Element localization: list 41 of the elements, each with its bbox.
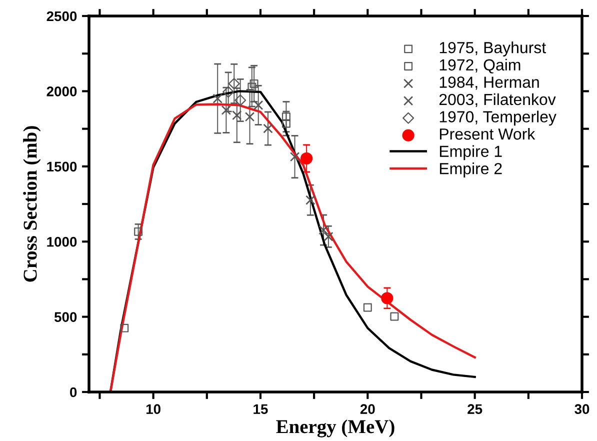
point (381, 292, 394, 304)
legend-label: Empire 2 (440, 162, 502, 178)
y-tick-label: 500 (54, 312, 77, 322)
x-tick-label: 25 (468, 404, 482, 414)
y-axis-title: Cross Section (mb) (23, 126, 41, 282)
x-tick-label: 30 (574, 404, 590, 414)
x-tick-label: 10 (146, 404, 160, 414)
y-tick-label: 1500 (47, 162, 77, 172)
legend-label: 1984, Herman (440, 76, 539, 90)
x-axis-title: Energy (MeV) (276, 420, 394, 438)
point (120, 324, 129, 332)
point (212, 94, 222, 104)
point (228, 78, 240, 90)
point (282, 119, 290, 128)
point (250, 79, 258, 88)
y-tick-label: 2500 (46, 11, 77, 22)
legend-label: 1970, Temperley (440, 110, 556, 126)
point (318, 225, 328, 235)
point (234, 94, 246, 106)
legend-label: 1975, Bayhurst (440, 42, 546, 56)
x-tick-label: 15 (254, 404, 268, 414)
point (390, 312, 399, 321)
y-tick-label: 0 (70, 387, 77, 398)
legend-label: Empire 1 (440, 145, 502, 160)
point (222, 86, 234, 98)
legend-label: 2003, Filatenkov (439, 93, 556, 108)
point (282, 112, 290, 121)
x-tick-label: 20 (360, 404, 375, 414)
point (221, 105, 232, 116)
point (290, 152, 300, 162)
legend-label: 1972, Qaim (440, 58, 520, 74)
point (134, 227, 143, 236)
legend-label: Present Work (440, 128, 536, 140)
point (306, 195, 316, 205)
y-tick-label: 1000 (47, 236, 77, 247)
point (363, 303, 372, 312)
point (248, 82, 256, 92)
point (300, 152, 313, 165)
y-tick-label: 2000 (46, 86, 77, 96)
point (263, 124, 273, 134)
point (324, 232, 334, 242)
